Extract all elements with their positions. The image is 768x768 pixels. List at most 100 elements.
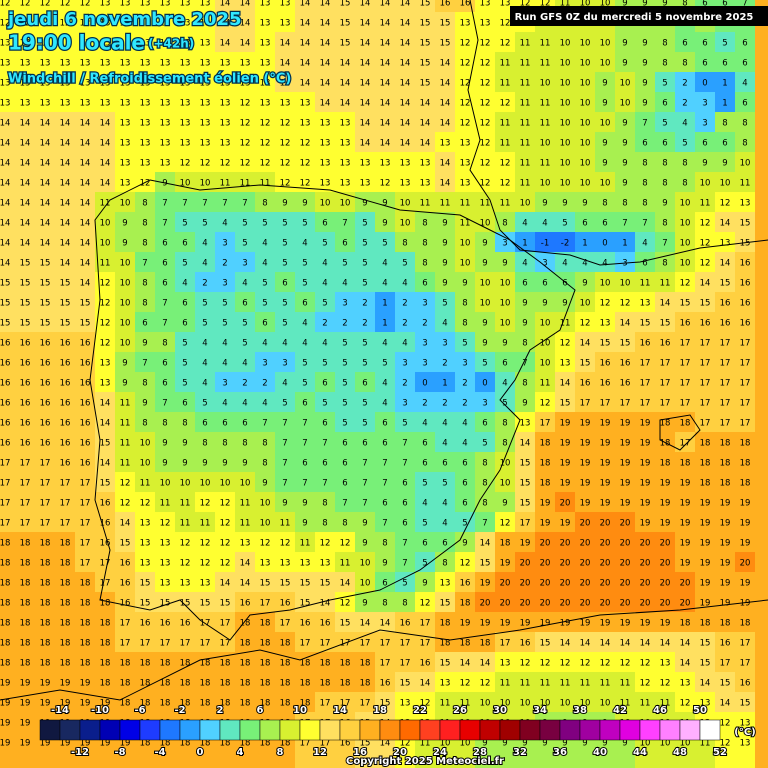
value: 8 [142, 379, 147, 389]
cell [35, 312, 55, 332]
cell [475, 632, 495, 652]
value: 15 [200, 599, 211, 609]
value: 16 [60, 399, 71, 409]
legend-label: 12 [313, 747, 327, 758]
cell [115, 52, 135, 72]
cell [515, 552, 535, 572]
cell [75, 592, 95, 612]
cell [635, 72, 655, 92]
cell [495, 672, 515, 692]
value: 14 [40, 139, 51, 149]
value: 17 [720, 399, 731, 409]
legend-swatch [659, 719, 681, 741]
cell [215, 632, 235, 652]
value: 8 [522, 379, 527, 389]
value: 17 [120, 639, 131, 649]
cell [395, 352, 415, 372]
cell [275, 312, 295, 332]
value: 4 [462, 419, 467, 429]
cell [35, 432, 55, 452]
value: 5 [342, 399, 347, 409]
cell [335, 212, 355, 232]
value: 19 [700, 519, 711, 529]
cell [115, 32, 135, 52]
value: 15 [740, 219, 751, 229]
value: 10 [120, 259, 131, 269]
cell [275, 192, 295, 212]
value: 13 [140, 159, 151, 169]
value: 19 [640, 519, 651, 529]
cell [0, 492, 15, 512]
cell [0, 432, 15, 452]
cell [255, 492, 275, 512]
cell [735, 272, 755, 292]
value: 13 [220, 99, 231, 109]
cell [155, 692, 175, 712]
cell [355, 432, 375, 452]
value: 10 [180, 179, 191, 189]
value: 14 [440, 159, 451, 169]
value: 12 [220, 559, 231, 569]
value: 13 [280, 0, 291, 9]
value: 14 [440, 179, 451, 189]
cell [335, 632, 355, 652]
cell [535, 32, 555, 52]
cell [55, 332, 75, 352]
legend-label: -2 [174, 705, 185, 716]
cell [575, 132, 595, 152]
cell [235, 492, 255, 512]
cell [235, 12, 255, 32]
cell [155, 412, 175, 432]
value: 13 [200, 99, 211, 109]
cell [495, 32, 515, 52]
cell [0, 712, 15, 732]
cell [95, 52, 115, 72]
cell [235, 392, 255, 412]
value: 19 [0, 739, 10, 749]
value: 20 [480, 599, 491, 609]
value: 13 [340, 119, 351, 129]
value: 12 [500, 99, 511, 109]
cell [15, 672, 35, 692]
value: 14 [680, 659, 691, 669]
cell [215, 452, 235, 472]
cell [195, 212, 215, 232]
cell [455, 252, 475, 272]
cell [395, 632, 415, 652]
cell [615, 252, 635, 272]
cell [555, 532, 575, 552]
cell [75, 72, 95, 92]
cell [255, 612, 275, 632]
value: 16 [20, 419, 31, 429]
value: 14 [80, 139, 91, 149]
value: 11 [200, 519, 211, 529]
cell [695, 472, 715, 492]
value: 18 [60, 659, 71, 669]
cell [15, 212, 35, 232]
cell [455, 552, 475, 572]
cell [555, 392, 575, 412]
cell [415, 292, 435, 312]
cell [375, 212, 395, 232]
value: 8 [182, 419, 187, 429]
cell [635, 732, 655, 768]
value: 12 [480, 99, 491, 109]
cell [75, 732, 95, 768]
value: 6 [602, 219, 607, 229]
cell [475, 132, 495, 152]
value: 12 [40, 19, 51, 29]
legend-label: -6 [134, 705, 145, 716]
cell [115, 72, 135, 92]
value: 11 [560, 0, 571, 9]
cell [695, 412, 715, 432]
cell [355, 252, 375, 272]
value: 17 [400, 659, 411, 669]
cell [15, 312, 35, 332]
value: 4 [322, 339, 327, 349]
cell [395, 392, 415, 412]
value: 14 [640, 639, 651, 649]
cell [475, 212, 495, 232]
value: 6 [322, 419, 327, 429]
value: 12 [720, 199, 731, 209]
value: 14 [360, 79, 371, 89]
